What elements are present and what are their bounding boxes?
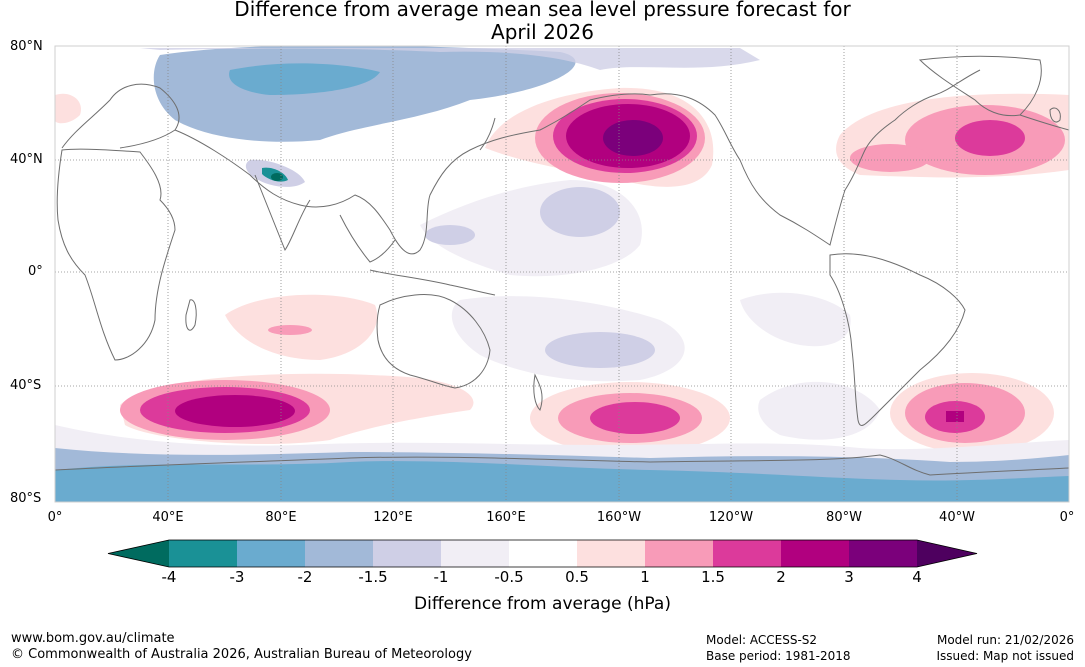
lon-label-0-right: 0° <box>1059 510 1075 525</box>
lon-label-120e: 120°E <box>373 510 413 525</box>
anomaly-region-n-atlantic-15 <box>955 120 1025 156</box>
colorbar-tick: 2 <box>776 568 786 586</box>
coastlines <box>55 55 1069 476</box>
colorbar-over-arrow <box>917 540 977 567</box>
colorbar-tick: 1 <box>640 568 650 586</box>
anomaly-region-s-pacific-core <box>545 332 655 368</box>
lat-label-0: 0° <box>28 264 43 279</box>
colorbar-tick: -2 <box>297 568 313 586</box>
colorbar-tick: -1.5 <box>358 568 388 586</box>
lon-label-120w: 120°W <box>708 510 754 525</box>
footer-website: www.bom.gov.au/climate <box>11 631 175 646</box>
anomaly-region-tibet-peak <box>271 173 283 181</box>
map-frame <box>54 45 1070 503</box>
colorbar-swatch <box>441 540 509 567</box>
anomaly-region-antarctic-3 <box>55 461 1069 502</box>
anomaly-region-subtrop-pacific <box>540 187 620 237</box>
anomaly-region-n-eurasia-core <box>229 63 380 95</box>
colorbar-tick: 1.5 <box>701 568 725 586</box>
anomaly-region-s-indian-2 <box>175 395 295 427</box>
colorbar-tick: -3 <box>229 568 245 586</box>
colorbar-swatch <box>577 540 645 567</box>
anomaly-region-n-pacific-3 <box>603 120 663 156</box>
coast-indonesia <box>369 269 496 296</box>
colorbar-swatch <box>509 540 577 567</box>
footer-model: Model: ACCESS-S2 <box>706 633 818 647</box>
colorbar-swatch <box>373 540 441 567</box>
lon-label-40e: 40°E <box>152 510 184 525</box>
lat-label-80s: 80°S <box>10 491 42 506</box>
coast-se-asia <box>339 214 396 263</box>
lon-label-160e: 160°E <box>486 510 526 525</box>
colorbar-tick: 4 <box>912 568 922 586</box>
colorbar-under-arrow <box>108 540 169 567</box>
colorbar-swatch <box>237 540 305 567</box>
lat-label-80n: 80°N <box>10 39 43 54</box>
colorbar-swatch <box>169 540 237 567</box>
anomaly-region-indian-ocean-core <box>268 325 312 335</box>
colorbar-swatch <box>849 540 917 567</box>
lon-label-0-left: 0° <box>47 510 63 525</box>
coast-antarctica <box>55 454 1069 476</box>
anomaly-region-s-america-w <box>740 292 851 347</box>
coast-australia <box>376 294 491 389</box>
coast-w-europe <box>1019 114 1069 131</box>
coast-japan <box>479 117 496 151</box>
lat-label-40s: 40°S <box>10 378 42 393</box>
footer-copyright: © Commonwealth of Australia 2026, Austra… <box>11 647 472 662</box>
colorbar-swatch <box>713 540 781 567</box>
coast-uk <box>1049 107 1061 123</box>
colorbar-tick: -0.5 <box>494 568 524 586</box>
anomaly-region-w-pacific <box>425 225 475 245</box>
colorbar-tick: 3 <box>844 568 854 586</box>
colorbar-swatch <box>781 540 849 567</box>
map-title-line-1: Difference from average mean sea level p… <box>234 0 851 21</box>
lon-label-80w: 80°W <box>826 510 862 525</box>
lat-label-40n: 40°N <box>10 152 43 167</box>
anomaly-region-s-atlantic <box>758 381 880 440</box>
coast-s-america <box>829 253 966 426</box>
lon-label-160w: 160°W <box>596 510 642 525</box>
colorbar-tick: 0.5 <box>565 568 589 586</box>
anomaly-region-us-east <box>850 144 930 172</box>
footer-base-period: Base period: 1981-2018 <box>706 649 851 663</box>
colorbar-tick: -1 <box>433 568 449 586</box>
coast-n-america <box>649 69 981 246</box>
map-panel <box>55 46 1069 502</box>
colorbar-outline <box>107 539 978 568</box>
map-title-line-2: April 2026 <box>491 20 594 44</box>
coast-new-zealand <box>533 373 543 411</box>
anomaly-region-s-pacific-15 <box>590 402 680 434</box>
coast-europe <box>61 83 180 149</box>
coast-madagascar <box>185 299 197 331</box>
lon-label-40w: 40°W <box>939 510 975 525</box>
coast-greenland <box>918 55 1042 117</box>
colorbar-tick: -4 <box>161 568 177 586</box>
anomaly-region-s-atlantic-2 <box>946 411 964 422</box>
anomaly-region-europe-west <box>55 93 81 124</box>
coast-asia <box>174 93 651 255</box>
gridlines <box>55 46 1069 502</box>
footer-model-run: Model run: 21/02/2026 <box>936 633 1074 647</box>
coast-africa <box>56 148 176 361</box>
coast-india <box>254 174 311 252</box>
colorbar <box>107 539 978 568</box>
colorbar-swatch <box>305 540 373 567</box>
colorbar-title: Difference from average (hPa) <box>414 594 671 614</box>
colorbar-swatch <box>645 540 713 567</box>
anomaly-region-arctic-light <box>140 48 760 70</box>
footer-issued: Issued: Map not issued <box>936 649 1074 663</box>
lon-label-80e: 80°E <box>265 510 297 525</box>
